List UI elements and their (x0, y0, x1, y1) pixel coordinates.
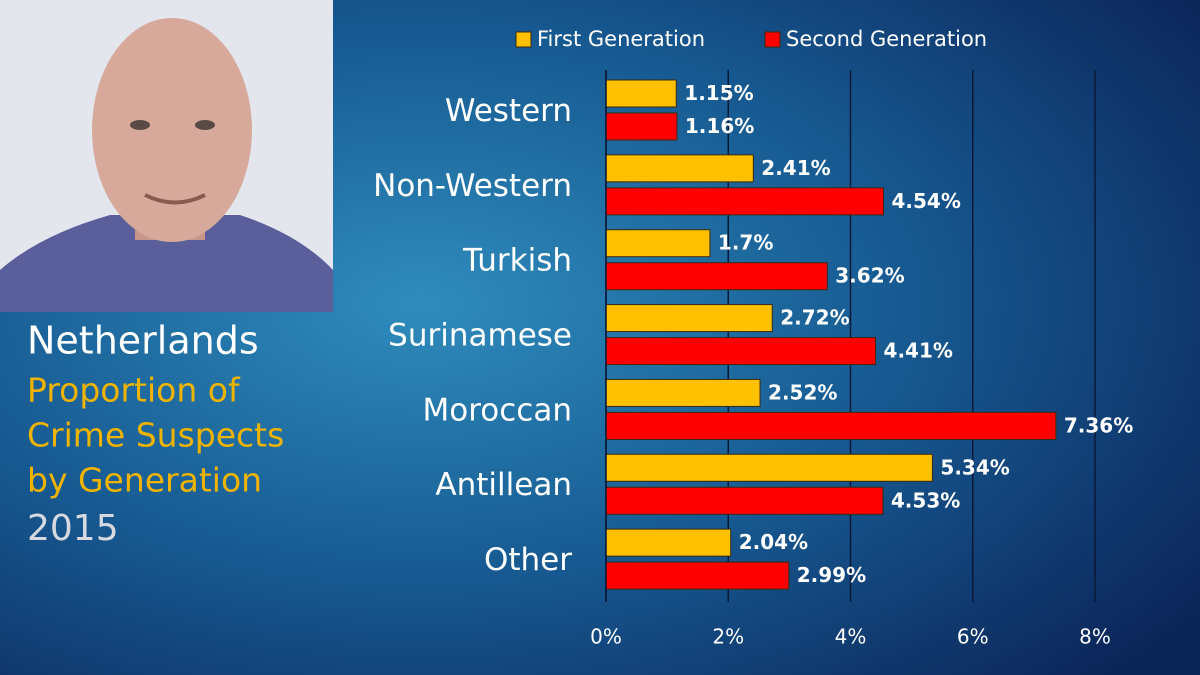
bar (605, 304, 773, 333)
bar (605, 378, 761, 407)
value-label: 1.7% (718, 231, 773, 255)
value-label: 2.52% (768, 380, 837, 404)
presenter-photo (0, 0, 333, 312)
value-label: 4.41% (884, 339, 953, 363)
photo-head (92, 18, 252, 242)
value-label: 2.41% (761, 156, 830, 180)
x-tick-label: 8% (1079, 625, 1111, 649)
legend-label: First Generation (537, 27, 705, 51)
category-label: Turkish (462, 243, 572, 279)
legend-swatch (764, 31, 781, 48)
bar (605, 337, 877, 366)
bar (605, 411, 1057, 440)
value-label: 2.04% (739, 530, 808, 554)
value-label: 5.34% (940, 455, 1009, 479)
category-label: Surinamese (388, 318, 572, 354)
bar (605, 229, 711, 258)
value-label: 7.36% (1064, 413, 1133, 437)
subtitle: Proportion of (27, 371, 241, 410)
bar (605, 453, 933, 482)
x-tick-label: 0% (590, 625, 622, 649)
value-label: 3.62% (835, 264, 904, 288)
bar (605, 79, 677, 108)
title: Netherlands (27, 319, 259, 363)
category-label: Other (484, 542, 572, 578)
x-tick-label: 4% (835, 625, 867, 649)
bar (605, 528, 732, 557)
bar (605, 154, 754, 183)
bar (605, 486, 884, 515)
category-label: Western (445, 93, 572, 129)
subtitle: by Generation (27, 461, 262, 500)
bar (605, 561, 790, 590)
year-label: 2015 (27, 508, 119, 549)
legend-swatch (515, 31, 532, 48)
value-label: 2.99% (797, 563, 866, 587)
photo-eye (130, 120, 150, 130)
value-label: 1.15% (684, 81, 753, 105)
value-label: 1.16% (685, 114, 754, 138)
subtitle: Crime Suspects (27, 416, 284, 455)
legend-label: Second Generation (786, 27, 987, 51)
x-tick-label: 6% (957, 625, 989, 649)
value-label: 2.72% (780, 306, 849, 330)
value-label: 4.53% (891, 488, 960, 512)
bar (605, 187, 885, 216)
value-label: 4.54% (892, 189, 961, 213)
photo-mouth (144, 193, 206, 205)
category-label: Moroccan (423, 392, 572, 428)
category-label: Non-Western (373, 168, 572, 204)
bar (605, 112, 678, 141)
x-tick-label: 2% (712, 625, 744, 649)
category-label: Antillean (435, 467, 572, 503)
photo-eye (195, 120, 215, 130)
photo-shirt (0, 215, 333, 312)
bar (605, 262, 828, 291)
